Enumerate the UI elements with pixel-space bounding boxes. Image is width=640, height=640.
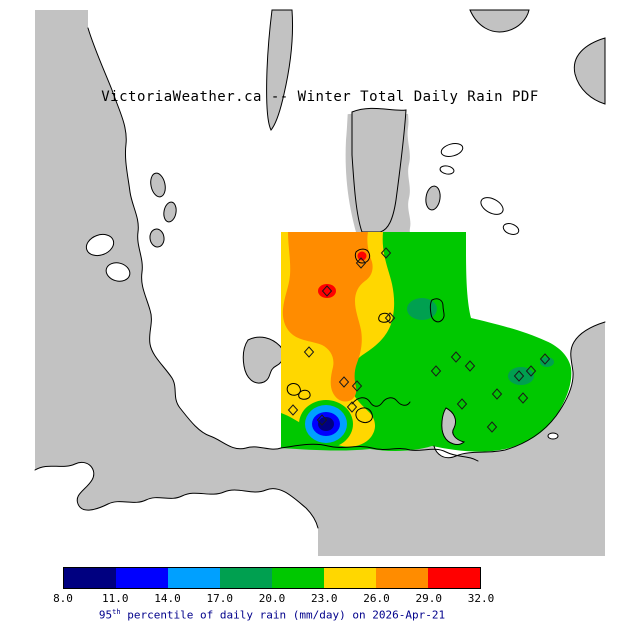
- station-marker: [430, 365, 442, 377]
- coastline-south-shore: [34, 462, 319, 529]
- colorbar: [63, 567, 481, 589]
- station-marker: [351, 380, 363, 392]
- islet-outline: [354, 248, 371, 264]
- contour-red-29-32: [357, 251, 367, 261]
- colorbar-segment: [324, 568, 376, 588]
- station-marker: [486, 421, 498, 433]
- colorbar-tick-label: 32.0: [467, 592, 495, 605]
- channel-southeast: [441, 407, 466, 445]
- lake-outline: [429, 298, 445, 323]
- station-marker: [321, 285, 333, 297]
- landmass-south-shore: [35, 462, 318, 556]
- saanich-inlet: [351, 107, 407, 233]
- station-marker: [303, 346, 315, 358]
- island: [547, 432, 559, 440]
- colorbar-segment: [116, 568, 168, 588]
- station-marker: [539, 353, 551, 365]
- caption-prefix: 95: [98, 608, 113, 622]
- colorbar-segment: [168, 568, 220, 588]
- coastline-strait: [280, 443, 479, 462]
- contour-darkgreen-17-20: [508, 367, 534, 385]
- colorbar-tick-label: 26.0: [363, 592, 390, 605]
- island: [439, 165, 455, 175]
- colorbar-ticks: 8.0 11.0 14.0 17.0 20.0 23.0 26.0 29.0 32.0: [0, 592, 640, 606]
- colorbar-tick-label: 14.0: [154, 592, 181, 605]
- colorbar-tick-label: 8.0: [53, 592, 73, 605]
- caption-superscript: th: [112, 608, 121, 616]
- station-marker: [316, 414, 328, 426]
- lake-outline: [298, 389, 311, 400]
- lake: [150, 172, 166, 198]
- plot-title: VictoriaWeather.ca -- Winter Total Daily…: [101, 89, 539, 105]
- station-marker: [346, 401, 358, 413]
- colorbar-segment: [376, 568, 428, 588]
- island: [480, 197, 504, 215]
- station-marker: [456, 398, 468, 410]
- island: [105, 262, 131, 282]
- station-markers: [287, 247, 551, 433]
- colorbar-segment: [428, 568, 480, 588]
- landmass-peninsula-top: [340, 10, 420, 115]
- landmass-northwest: [88, 10, 356, 450]
- sooke-inlet: [242, 336, 284, 384]
- lake: [163, 201, 177, 223]
- station-marker: [355, 257, 367, 269]
- station-marker: [287, 404, 299, 416]
- bay-north: [469, 9, 530, 33]
- island: [440, 143, 464, 157]
- colorbar-tick-label: 17.0: [206, 592, 234, 605]
- colorbar-segment: [272, 568, 324, 588]
- island: [502, 223, 520, 235]
- station-marker: [450, 351, 462, 363]
- colorbar-tick-label: 29.0: [415, 592, 443, 605]
- station-marker: [513, 370, 525, 382]
- contour-darkgreen-17-20: [407, 298, 437, 320]
- inlet-channel: [266, 9, 294, 131]
- colorbar-tick-label: 20.0: [258, 592, 286, 605]
- colorbar-segment: [220, 568, 272, 588]
- colorbar-tick-label: 23.0: [311, 592, 338, 605]
- harbour-outline: [351, 397, 411, 407]
- bay-northeast: [573, 37, 606, 105]
- station-marker: [525, 365, 537, 377]
- lake: [149, 228, 165, 248]
- station-marker: [464, 360, 476, 372]
- station-marker: [380, 247, 392, 259]
- lake: [425, 185, 441, 211]
- coastline-east: [433, 321, 606, 459]
- harbour-inlet-outline: [355, 407, 373, 423]
- colorbar-segment: [64, 568, 116, 588]
- station-marker: [338, 376, 350, 388]
- coastline-west: [87, 27, 282, 450]
- caption-rest: percentile of daily rain (mm/day) on 202…: [120, 608, 446, 622]
- plot-caption: 95th percentile of daily rain (mm/day) o…: [63, 608, 481, 622]
- contour-red-29-32: [318, 284, 336, 298]
- island: [85, 233, 115, 257]
- station-marker: [384, 312, 396, 324]
- contour-orange-26-29: [282, 232, 373, 402]
- colorbar-tick-label: 11.0: [102, 592, 129, 605]
- contour-navy-8-11: [318, 417, 334, 431]
- station-marker: [491, 388, 503, 400]
- station-marker: [517, 392, 529, 404]
